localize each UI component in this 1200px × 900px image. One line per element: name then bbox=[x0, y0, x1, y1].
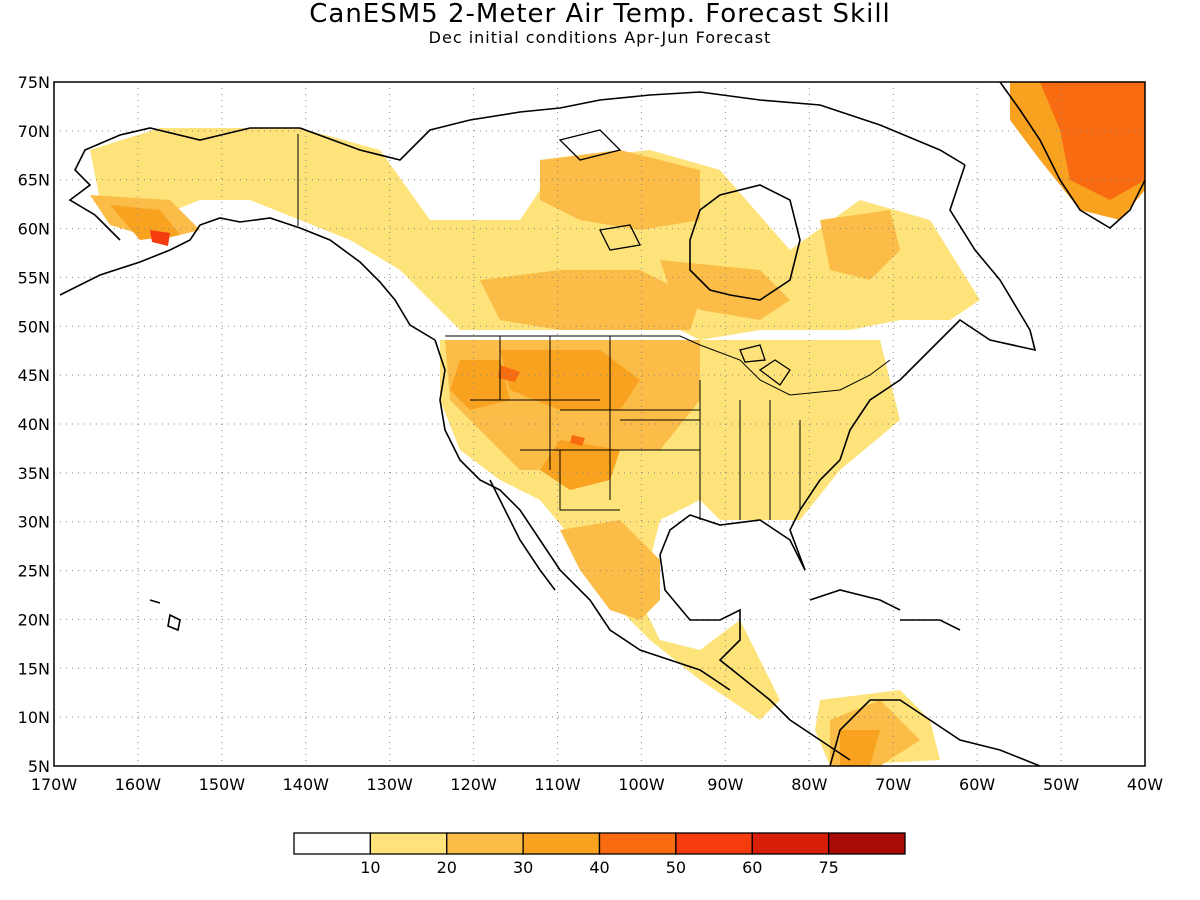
lat-tick-label: 40N bbox=[18, 415, 50, 434]
lon-tick-label: 140W bbox=[283, 775, 330, 794]
lat-tick-label: 20N bbox=[18, 610, 50, 629]
map-body bbox=[54, 82, 1145, 766]
political-borders bbox=[297, 134, 891, 520]
legend-label: 50 bbox=[666, 858, 686, 877]
skill-shading bbox=[90, 82, 1145, 766]
legend-label: 60 bbox=[742, 858, 762, 877]
lat-tick-label: 65N bbox=[18, 171, 50, 190]
lon-tick-label: 150W bbox=[199, 775, 246, 794]
latitude-labels: 75N 70N 65N 60N 55N 50N 45N 40N 35N 30N 25N 20N 15N 1… bbox=[18, 73, 50, 776]
legend-swatch bbox=[369, 832, 448, 855]
lat-tick-label: 35N bbox=[18, 464, 50, 483]
lat-tick-label: 30N bbox=[18, 513, 50, 532]
legend-label: 40 bbox=[589, 858, 609, 877]
lon-tick-label: 80W bbox=[791, 775, 827, 794]
lon-tick-label: 160W bbox=[115, 775, 162, 794]
legend-label: 10 bbox=[360, 858, 380, 877]
lat-tick-label: 60N bbox=[18, 220, 50, 239]
legend-label: 30 bbox=[513, 858, 533, 877]
plot-frame bbox=[53, 81, 1146, 767]
lon-tick-label: 130W bbox=[367, 775, 414, 794]
legend-swatch bbox=[598, 832, 677, 855]
legend-swatch bbox=[522, 832, 601, 855]
lon-tick-label: 120W bbox=[450, 775, 497, 794]
legend-swatch bbox=[675, 832, 753, 855]
lakes-islands bbox=[558, 129, 791, 386]
legend-swatch bbox=[446, 832, 524, 855]
legend-swatch bbox=[827, 832, 906, 855]
lat-tick-label: 70N bbox=[18, 122, 50, 141]
coastlines bbox=[59, 82, 1145, 766]
map-title: CanESM5 2-Meter Air Temp. Forecast Skill bbox=[309, 0, 891, 29]
lat-tick-label: 50N bbox=[18, 317, 50, 336]
lat-tick-label: 45N bbox=[18, 366, 50, 385]
lon-tick-label: 70W bbox=[875, 775, 911, 794]
map-subtitle: Dec initial conditions Apr-Jun Forecast bbox=[428, 28, 772, 47]
legend-label: 75 bbox=[818, 858, 838, 877]
map-gridlines bbox=[54, 82, 1145, 766]
lon-tick-label: 60W bbox=[959, 775, 995, 794]
lon-tick-label: 90W bbox=[707, 775, 743, 794]
lon-tick-label: 170W bbox=[31, 775, 78, 794]
legend-swatch bbox=[751, 832, 830, 855]
lat-tick-label: 75N bbox=[18, 73, 50, 92]
lat-tick-label: 25N bbox=[18, 562, 50, 581]
lat-tick-label: 5N bbox=[28, 757, 50, 776]
lat-tick-label: 55N bbox=[18, 268, 50, 287]
lon-tick-label: 100W bbox=[618, 775, 665, 794]
lon-tick-label: 50W bbox=[1043, 775, 1079, 794]
color-bar: 10 20 30 40 50 60 75 bbox=[293, 832, 906, 877]
legend-label: 20 bbox=[437, 858, 457, 877]
lat-tick-label: 10N bbox=[18, 708, 50, 727]
lat-tick-label: 15N bbox=[18, 659, 50, 678]
longitude-labels: 170W 160W 150W 140W 130W 120W 110W 100W 90W 80W 70… bbox=[31, 775, 1163, 794]
lon-tick-label: 110W bbox=[534, 775, 581, 794]
legend-swatch bbox=[293, 832, 372, 855]
lon-tick-label: 40W bbox=[1127, 775, 1163, 794]
